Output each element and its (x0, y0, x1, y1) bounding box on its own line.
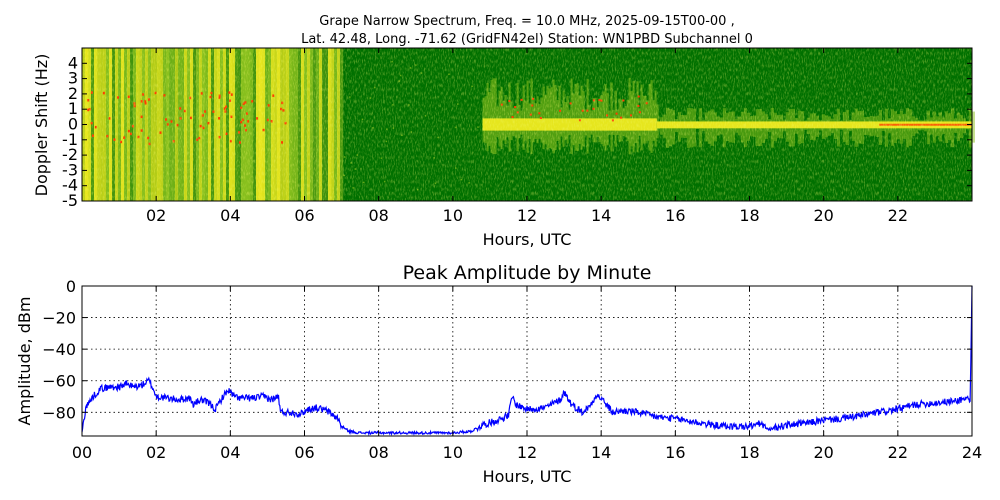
amplitude-y-ticks: 0 −20 −40 −60 −80 (42, 277, 972, 422)
spectrogram-y-tick-label: 0 (68, 115, 78, 134)
spectrogram-y-tick-label: 1 (68, 99, 78, 118)
spectrogram-x-tick-label: 12 (517, 206, 537, 225)
spectrogram-x-tick-label: 02 (146, 206, 166, 225)
amplitude-y-axis-label: Amplitude, dBm (15, 297, 34, 426)
spectrogram-x-tick-label: 06 (294, 206, 314, 225)
amplitude-x-tick-label: 14 (591, 443, 611, 462)
amplitude-x-tick-label: 10 (443, 443, 463, 462)
spectrogram-x-tick-label: 08 (368, 206, 388, 225)
spectrogram-y-tick-label: 2 (68, 84, 78, 103)
amplitude-x-tick-label: 06 (294, 443, 314, 462)
spectrogram-panel: Grape Narrow Spectrum, Freq. = 10.0 MHz,… (32, 14, 975, 249)
amplitude-x-tick-label: 16 (665, 443, 685, 462)
spectrogram-y-tick-label: -4 (62, 176, 78, 195)
spectrogram-x-tick-label: 10 (443, 206, 463, 225)
spectrogram-title-line-1: Grape Narrow Spectrum, Freq. = 10.0 MHz,… (319, 14, 734, 29)
amplitude-title: Peak Amplitude by Minute (403, 262, 652, 284)
spectrogram-body (82, 48, 975, 201)
amplitude-y-tick-label: −40 (42, 340, 76, 359)
spectrogram-x-tick-label: 04 (220, 206, 240, 225)
amplitude-x-tick-label: 20 (813, 443, 833, 462)
amplitude-series-line (81, 285, 973, 437)
spectrogram-x-tick-label: 22 (888, 206, 908, 225)
amplitude-y-tick-label: −60 (42, 372, 76, 391)
amplitude-x-tick-label: 12 (517, 443, 537, 462)
spectrogram-x-axis-label: Hours, UTC (483, 230, 572, 249)
amplitude-x-tick-label: 18 (739, 443, 759, 462)
spectrogram-title-line-2: Lat. 42.48, Long. -71.62 (GridFN42el) St… (301, 32, 753, 47)
spectrogram-x-tick-label: 20 (813, 206, 833, 225)
spectrogram-y-axis-label: Doppler Shift (Hz) (32, 54, 51, 197)
spectrogram-x-tick-label: 18 (739, 206, 759, 225)
amplitude-x-tick-label: 04 (220, 443, 240, 462)
spectrogram-y-tick-label: 4 (68, 53, 78, 72)
spectrogram-y-tick-label: -2 (62, 145, 78, 164)
spectrogram-x-tick-label: 14 (591, 206, 611, 225)
amplitude-panel: Peak Amplitude by Minute 00 02 04 06 08 10 12 1… (15, 262, 982, 486)
amplitude-x-axis-label: Hours, UTC (483, 467, 572, 486)
amplitude-x-tick-label: 22 (888, 443, 908, 462)
amplitude-x-tick-label: 24 (962, 443, 982, 462)
spectrogram-x-tick-label: 16 (665, 206, 685, 225)
spectrogram-y-tick-label: -1 (62, 130, 78, 149)
amplitude-y-tick-label: −80 (42, 403, 76, 422)
amplitude-x-tick-label: 08 (368, 443, 388, 462)
spectrogram-y-tick-label: 3 (68, 69, 78, 88)
amplitude-x-tick-label: 02 (146, 443, 166, 462)
spectrogram-speckle (82, 48, 972, 201)
spectrogram-y-tick-label: -3 (62, 160, 78, 179)
amplitude-y-tick-label: −20 (42, 309, 76, 328)
amplitude-y-tick-label: 0 (66, 277, 76, 296)
amplitude-x-ticks: 00 02 04 06 08 10 12 14 16 18 20 22 24 (72, 286, 982, 462)
spectrogram-y-tick-label: -5 (62, 191, 78, 210)
amplitude-grid (81, 285, 973, 436)
amplitude-x-tick-label: 00 (72, 443, 92, 462)
spectrogram-x-ticks: 02 04 06 08 10 12 14 16 18 20 22 (146, 48, 908, 225)
